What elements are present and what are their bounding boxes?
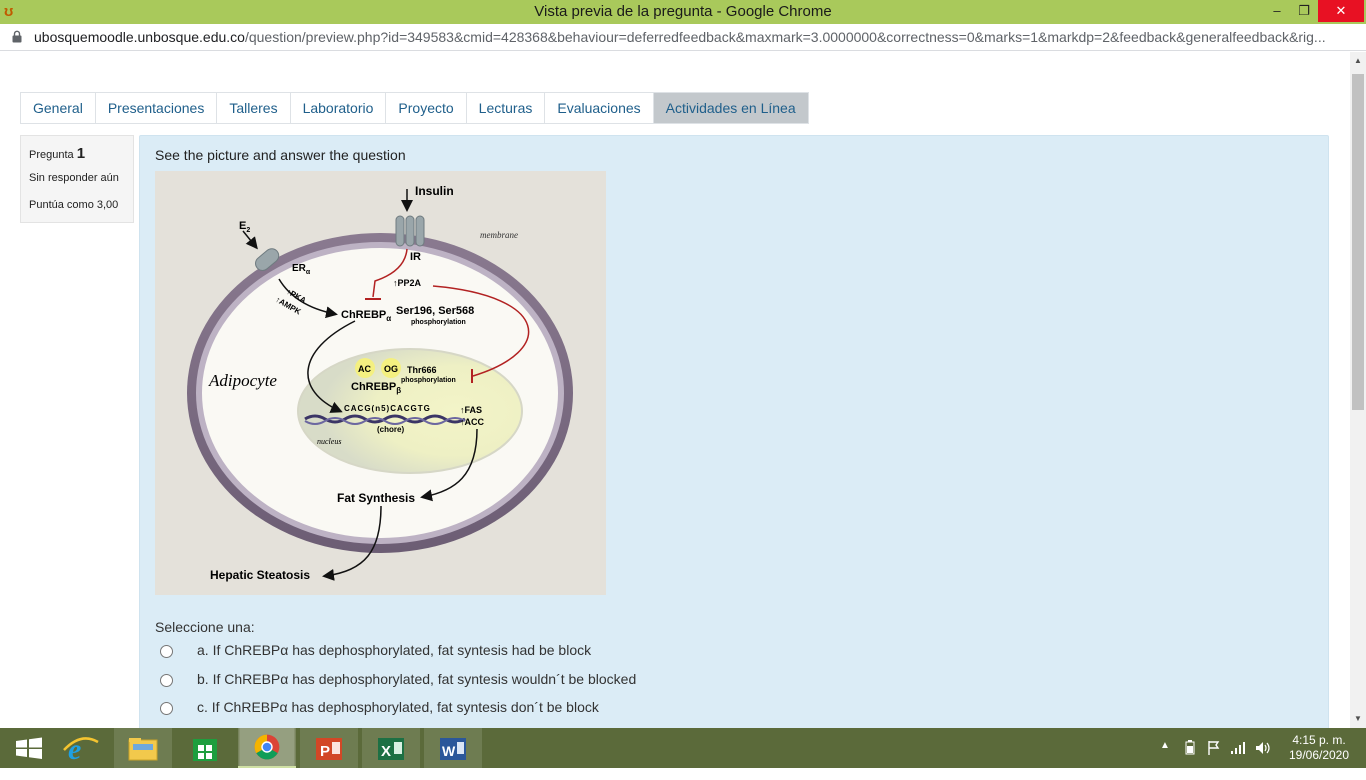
- scroll-down-icon[interactable]: ▼: [1354, 714, 1362, 723]
- question-grade: Puntúa como 3,00: [29, 199, 119, 211]
- label-e2-sub: 2: [246, 227, 250, 234]
- label-ac: AC: [358, 364, 371, 374]
- moodle-favicon-icon: ʊ: [4, 3, 14, 20]
- url-text[interactable]: ubosquemoodle.unbosque.edu.co/question/p…: [34, 29, 1354, 45]
- show-hidden-icons-icon[interactable]: ▲: [1160, 740, 1170, 751]
- label-thr: Thr666: [407, 365, 437, 375]
- file-explorer-icon[interactable]: [114, 728, 172, 768]
- label-chrebp-b-sub: β: [396, 386, 401, 395]
- address-bar[interactable]: ubosquemoodle.unbosque.edu.co/question/p…: [0, 24, 1366, 51]
- label-fat-synthesis: Fat Synthesis: [337, 491, 415, 505]
- windows-taskbar: e P X W ▲: [0, 728, 1366, 768]
- label-insulin: Insulin: [415, 184, 454, 198]
- svg-text:↑ACC: ↑ACC: [460, 417, 484, 427]
- label-ser: Ser196, Ser568: [396, 305, 474, 317]
- page-content: General Presentaciones Talleres Laborato…: [0, 52, 1350, 728]
- label-ser-phos: phosphorylation: [411, 319, 466, 326]
- label-chrebp-b: ChREBP: [351, 381, 396, 393]
- label-e2: E: [239, 220, 246, 232]
- tab-actividades-en-linea[interactable]: Actividades en Línea: [652, 92, 809, 124]
- label-adipocyte: Adipocyte: [208, 371, 277, 390]
- tab-proyecto[interactable]: Proyecto: [385, 92, 466, 124]
- option-b-radio[interactable]: [160, 674, 173, 687]
- label-pp2a: PP2A: [398, 278, 422, 288]
- question-content: See the picture and answer the question: [139, 135, 1329, 728]
- label-acc: ACC: [465, 417, 485, 427]
- option-a-radio[interactable]: [160, 645, 173, 658]
- scrollbar-thumb[interactable]: [1352, 74, 1364, 410]
- restore-button[interactable]: ❐: [1298, 3, 1310, 18]
- label-hepatic-steatosis: Hepatic Steatosis: [210, 568, 310, 582]
- label-thr-phos: phosphorylation: [401, 377, 456, 384]
- course-tabs: General Presentaciones Talleres Laborato…: [20, 92, 809, 124]
- option-a-text[interactable]: a. If ChREBPα has dephosphorylated, fat …: [197, 642, 592, 658]
- svg-text:E2: E2: [239, 220, 250, 234]
- label-chore: (chore): [377, 425, 404, 434]
- url-host: ubosquemoodle.unbosque.edu.co: [34, 29, 245, 45]
- tab-lecturas[interactable]: Lecturas: [465, 92, 545, 124]
- question-state: Sin responder aún: [29, 172, 119, 184]
- tab-laboratorio[interactable]: Laboratorio: [289, 92, 386, 124]
- question-number-label: Pregunta: [29, 149, 74, 161]
- question-text: See the picture and answer the question: [155, 147, 406, 163]
- clock-date: 19/06/2020: [1288, 748, 1350, 762]
- option-c-radio[interactable]: [160, 702, 173, 715]
- option-b-text[interactable]: b. If ChREBPα has dephosphorylated, fat …: [197, 671, 637, 687]
- scroll-up-icon[interactable]: ▲: [1354, 56, 1362, 65]
- label-og: OG: [384, 364, 398, 374]
- label-chrebp-a: ChREBP: [341, 309, 386, 321]
- word-icon[interactable]: W: [424, 728, 482, 768]
- battery-icon[interactable]: [1182, 740, 1198, 756]
- svg-text:P: P: [320, 743, 330, 760]
- chrome-icon[interactable]: [238, 728, 296, 768]
- label-er: ER: [292, 263, 307, 274]
- excel-icon[interactable]: X: [362, 728, 420, 768]
- clock-time: 4:15 p. m.: [1292, 733, 1346, 747]
- option-c-text[interactable]: c. If ChREBPα has dephosphorylated, fat …: [197, 699, 599, 715]
- network-signal-icon[interactable]: [1230, 740, 1246, 756]
- tab-general[interactable]: General: [20, 92, 95, 124]
- page-scrollbar[interactable]: ▲ ▼: [1350, 52, 1366, 728]
- label-membrane: membrane: [480, 230, 518, 240]
- volume-icon[interactable]: [1254, 740, 1272, 756]
- adipocyte-diagram-svg: Insulin E2 IR membrane ERα ↑PKA ↑AMPK ↑P…: [187, 184, 573, 582]
- internet-explorer-icon[interactable]: e: [52, 728, 110, 768]
- tab-talleres[interactable]: Talleres: [216, 92, 290, 124]
- powerpoint-icon[interactable]: P: [300, 728, 358, 768]
- label-fas: FAS: [465, 405, 483, 415]
- svg-text:ChREBPβ: ChREBPβ: [351, 381, 401, 395]
- close-button[interactable]: ✕: [1318, 0, 1364, 22]
- label-nucleus: nucleus: [317, 437, 341, 446]
- system-clock[interactable]: 4:15 p. m. 19/06/2020: [1284, 733, 1354, 763]
- question-info-panel: Pregunta 1 Sin responder aún Puntúa como…: [20, 135, 134, 223]
- svg-text:e: e: [68, 733, 81, 766]
- label-dna: CACG(n5)CACGTG: [344, 404, 431, 413]
- label-chrebp-a-sub: α: [386, 314, 391, 323]
- label-er-sub: α: [306, 269, 311, 276]
- action-center-flag-icon[interactable]: [1206, 740, 1222, 756]
- tab-presentaciones[interactable]: Presentaciones: [94, 92, 217, 124]
- lock-icon: [12, 30, 22, 43]
- question-number-value: 1: [76, 145, 86, 162]
- svg-text:W: W: [442, 743, 456, 759]
- window-title: Vista previa de la pregunta - Google Chr…: [534, 3, 832, 20]
- tab-evaluaciones[interactable]: Evaluaciones: [544, 92, 653, 124]
- window-title-bar: ʊ Vista previa de la pregunta - Google C…: [0, 0, 1366, 24]
- url-path: /question/preview.php?id=349583&cmid=428…: [244, 29, 1326, 45]
- question-number: Pregunta 1: [29, 145, 85, 162]
- svg-text:↑FAS: ↑FAS: [460, 405, 482, 415]
- start-button-windows-icon[interactable]: [0, 728, 58, 768]
- svg-text:ChREBPα: ChREBPα: [341, 309, 391, 323]
- store-icon[interactable]: [176, 728, 234, 768]
- label-ir: IR: [410, 251, 421, 263]
- svg-text:X: X: [381, 743, 391, 760]
- svg-text:↑PP2A: ↑PP2A: [393, 278, 422, 288]
- adipocyte-diagram: Insulin E2 IR membrane ERα ↑PKA ↑AMPK ↑P…: [155, 171, 606, 595]
- nucleus-shape: [297, 348, 523, 474]
- svg-text:ERα: ERα: [292, 263, 311, 276]
- minimize-button[interactable]: –: [1273, 3, 1281, 18]
- answer-prompt: Seleccione una:: [155, 619, 255, 635]
